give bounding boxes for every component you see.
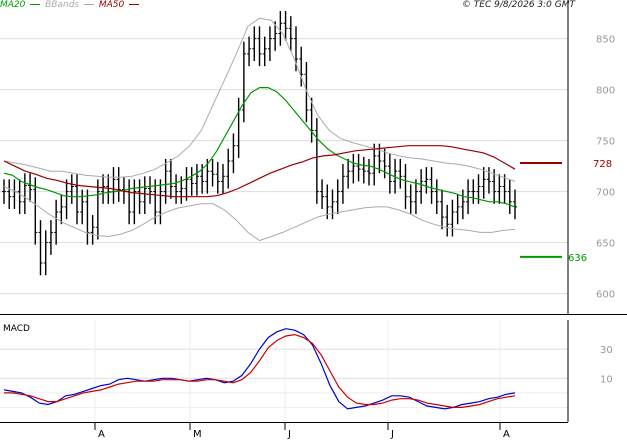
x-tick-label: J	[390, 429, 394, 440]
copyright: © TEC 9/8/2026 3:0 GMT	[461, 0, 575, 10]
legend-bbands-swatch	[83, 4, 94, 5]
macd-title: MACD	[3, 324, 30, 334]
price-grid	[0, 38, 568, 295]
legend-ma50-swatch	[129, 4, 140, 5]
macd-grid	[0, 320, 568, 422]
price-tick-label: 650	[596, 239, 615, 250]
macd-line	[3, 328, 516, 410]
indicator-lines	[3, 17, 562, 410]
price-tick-label: 600	[596, 290, 615, 301]
ma50-line	[3, 145, 516, 198]
x-tick-label: A	[98, 429, 105, 440]
ma50-value-label: 728	[593, 159, 612, 170]
price-tick-label: 850	[596, 35, 615, 46]
legend-ma20: MA20	[0, 0, 26, 10]
bband-lower-line	[3, 186, 516, 242]
ma20-value-label: 636	[568, 253, 587, 264]
macd-signal-line	[4, 333, 516, 408]
legend-ma20-swatch	[30, 4, 41, 5]
price-bars	[2, 11, 517, 276]
legend-bbands: BBands	[45, 0, 80, 10]
price-tick-label: 700	[596, 188, 615, 199]
x-tick-label: M	[193, 429, 202, 440]
legend-ma50: MA50	[98, 0, 125, 10]
x-tick-label: J	[287, 429, 291, 440]
legend: MA20 BBands MA50	[0, 0, 141, 11]
macd-tick-label: 10	[600, 374, 613, 385]
x-tick-label: A	[503, 429, 510, 440]
bband-upper-line	[3, 17, 516, 182]
ma20-line	[3, 86, 516, 208]
price-tick-label: 750	[596, 137, 615, 148]
macd-tick-label: 30	[600, 345, 613, 356]
price-tick-label: 800	[596, 86, 615, 97]
